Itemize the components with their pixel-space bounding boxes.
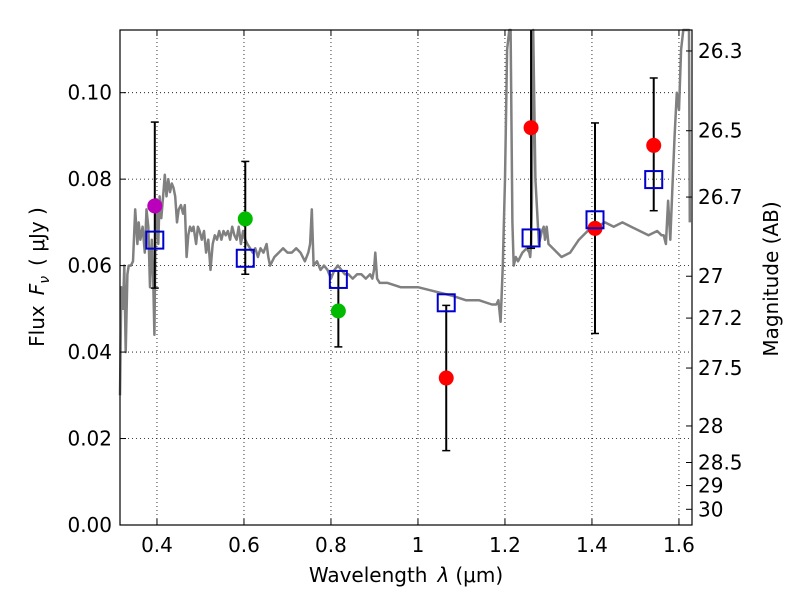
y-tick-label-0: 0.00 [67, 513, 112, 537]
y-axis-label: Flux Fν ( μJy ) [25, 207, 53, 347]
model-point-1 [145, 230, 165, 250]
observed-point-3 [330, 303, 346, 319]
plot-frame [119, 29, 693, 526]
mag-tick-label-1: 26.5 [698, 119, 743, 143]
axis-ticks [120, 30, 692, 526]
y-tick-label-2: 0.04 [67, 340, 112, 364]
x-tick-label-5: 1.4 [576, 533, 608, 557]
mag-tick-label-0: 26.3 [698, 39, 743, 63]
y-axis-label-unit: ( μJy ) [25, 207, 49, 266]
x-axis-label-prefix: Wavelength [309, 563, 428, 587]
x-axis-label-symbol: λ [437, 563, 450, 587]
x-tick-label-4: 1.2 [489, 533, 521, 557]
y-axis-label-symbol: F [25, 283, 49, 295]
y-axis-label-subscript: ν [37, 276, 53, 284]
x-tick-label-1: 0.6 [228, 533, 260, 557]
mag-tick-label-7: 28.5 [698, 451, 743, 475]
mag-tick-label-8: 29 [698, 474, 723, 498]
observed-point-7 [646, 137, 662, 153]
model-point-7 [644, 170, 664, 190]
mag-tick-label-4: 27.2 [698, 306, 743, 330]
observed-point-1 [147, 198, 163, 214]
model-point-4 [436, 293, 456, 313]
x-axis-label-unit: (μm) [455, 563, 503, 587]
observed-points-layer [147, 120, 662, 386]
y-tick-label-1: 0.02 [67, 427, 112, 451]
mag-tick-label-5: 27.5 [698, 356, 743, 380]
x-axis-label: Wavelength λ (μm) [309, 563, 503, 587]
observed-point-5 [523, 120, 539, 136]
template-spectrum-layer [118, 28, 692, 396]
model-photometry-layer [145, 170, 664, 313]
mag-tick-label-9: 30 [698, 497, 723, 521]
y2-axis-label: Magnitude (AB) [759, 201, 783, 356]
template-spectrum-line [118, 28, 692, 396]
mag-tick-label-2: 26.7 [698, 185, 743, 209]
mag-tick-label-3: 27 [698, 264, 723, 288]
y-axis-label-prefix: Flux [25, 305, 49, 347]
x-tick-label-2: 0.8 [315, 533, 347, 557]
model-point-5 [521, 228, 541, 248]
y-tick-label-5: 0.10 [67, 81, 112, 105]
mag-tick-label-6: 28 [698, 414, 723, 438]
observed-point-2 [237, 211, 253, 227]
x-tick-label-6: 1.6 [663, 533, 695, 557]
axis-tick-labels: 0.4 0.6 0.8 1 1.2 1.4 1.6 0.00 0.02 0.04 0.06 0.08 0… [67, 39, 742, 557]
x-tick-label-0: 0.4 [141, 533, 173, 557]
model-point-3 [328, 269, 348, 289]
model-point-2 [235, 248, 255, 268]
x-tick-label-3: 1 [412, 533, 425, 557]
observed-point-4 [438, 370, 454, 386]
model-point-6 [585, 210, 605, 230]
y-tick-label-4: 0.08 [67, 167, 112, 191]
y-tick-label-3: 0.06 [67, 254, 112, 278]
